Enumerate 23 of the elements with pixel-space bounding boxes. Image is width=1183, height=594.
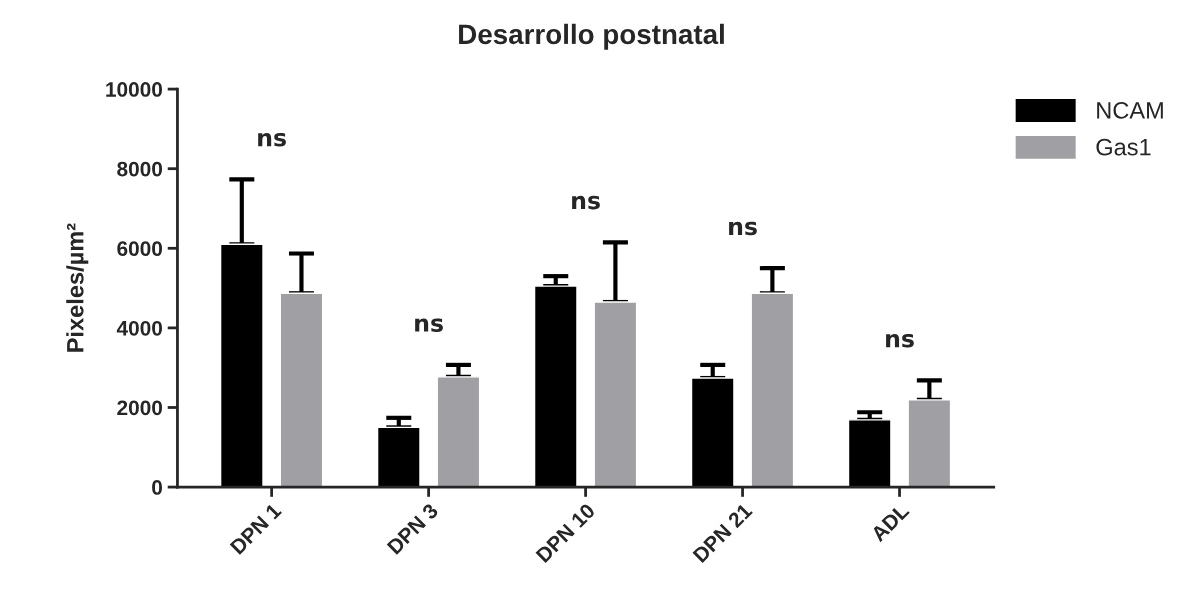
bar bbox=[750, 292, 795, 488]
bar bbox=[907, 399, 952, 488]
bar bbox=[279, 292, 324, 488]
y-tick-label: 6000 bbox=[117, 241, 163, 257]
y-tick-label: 0 bbox=[152, 480, 163, 495]
annotation: ns bbox=[258, 132, 286, 147]
y-tick-label: 8000 bbox=[117, 161, 163, 177]
legend-label: Gas1 bbox=[1096, 138, 1151, 156]
annotation: ns bbox=[572, 195, 600, 210]
bar bbox=[219, 243, 264, 488]
y-tick-label: 2000 bbox=[117, 400, 163, 416]
bar bbox=[376, 426, 421, 488]
annotation: ns bbox=[415, 318, 443, 332]
x-tick-label: ADL bbox=[870, 502, 910, 543]
chart-title: Desarrollo postnatal bbox=[459, 23, 724, 50]
y-tick-label: 4000 bbox=[116, 320, 163, 336]
annotation: ns bbox=[886, 333, 914, 348]
legend-label: NCAM bbox=[1097, 101, 1163, 119]
bar bbox=[593, 301, 638, 488]
y-tick-label: 10000 bbox=[106, 82, 163, 97]
y-axis-title: Pixeles/µm² bbox=[66, 223, 89, 352]
annotation: ns bbox=[729, 221, 757, 236]
bar bbox=[436, 376, 481, 488]
